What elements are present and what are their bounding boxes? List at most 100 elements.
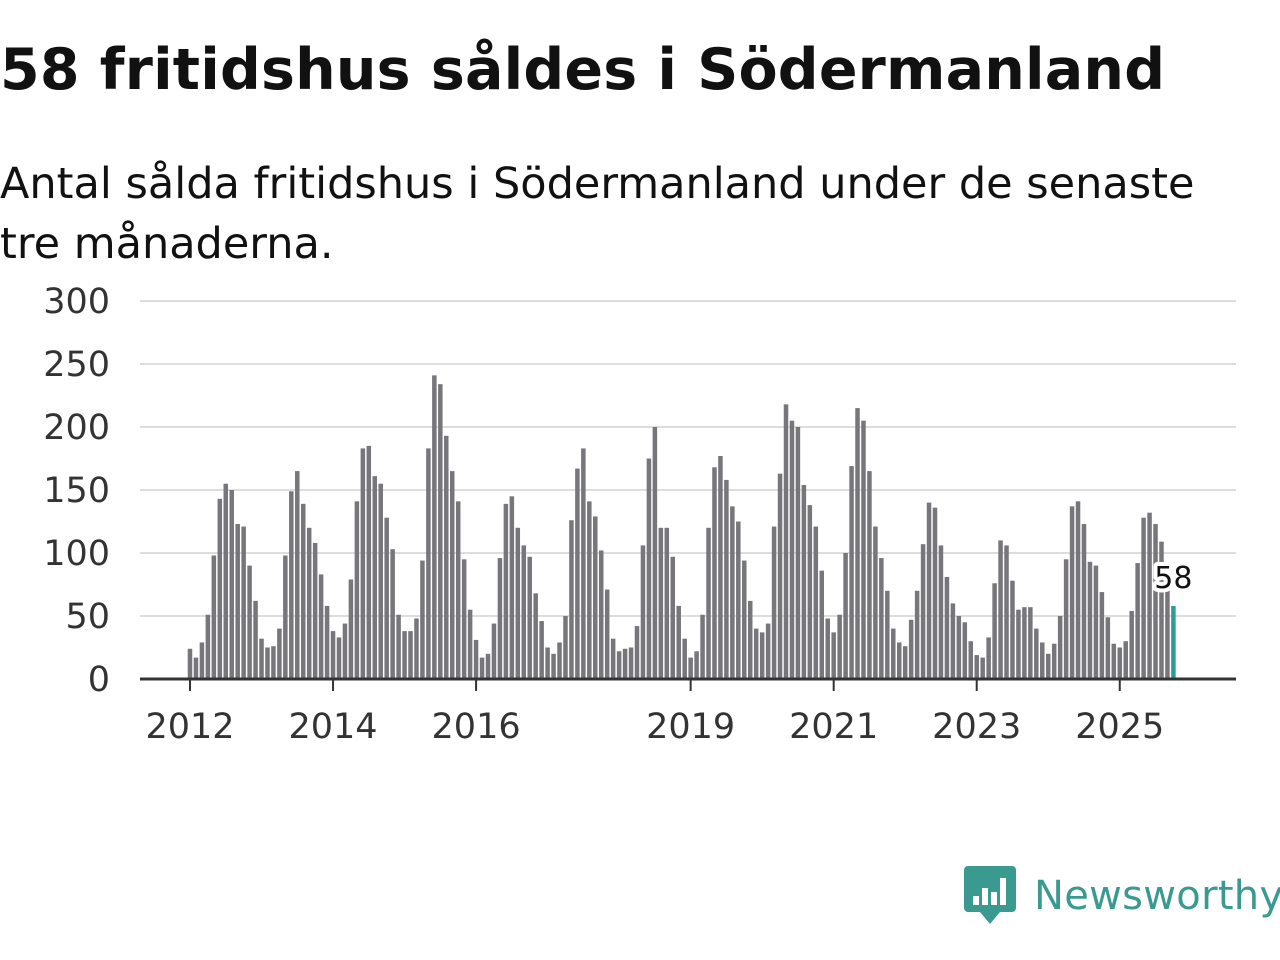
bar [414,618,419,679]
x-axis-ticks: 2012 2014 2016 2019 2021 2023 2025 [145,679,1164,747]
bar [1028,607,1033,679]
bar [330,631,336,679]
bar [789,420,795,679]
bar [932,507,938,679]
bar [283,555,288,679]
bar [795,427,801,679]
bar [896,642,902,679]
bar [1087,561,1093,679]
bar [473,639,479,679]
bar [247,565,252,679]
bar [348,579,354,679]
bar [908,619,914,679]
bar [1057,616,1063,679]
bar [420,560,425,679]
bar [193,657,199,679]
bar [1129,610,1134,679]
bar [992,583,997,679]
bar [491,623,497,679]
bar [700,614,705,679]
bar [879,558,884,679]
bar [1165,580,1170,679]
bar [867,471,872,679]
bar [831,632,836,679]
bar [241,526,246,679]
x-tick-label: 2021 [789,707,878,747]
bar [974,655,979,679]
bar [944,576,950,679]
bar [682,638,687,679]
bar [408,631,413,679]
bar [676,605,681,679]
bar [706,527,711,679]
bar [1016,609,1021,679]
bar [825,618,830,679]
newsworthy-logo-icon [964,866,1016,924]
bar [646,458,652,679]
bar [688,657,693,679]
bar [342,623,348,679]
bar [378,483,383,679]
bar [604,589,610,679]
bar [807,505,813,679]
bar [718,455,723,679]
bar [467,609,473,679]
bar [1075,501,1081,679]
bar [539,621,544,679]
bar [956,616,962,679]
x-tick-label: 2016 [432,707,521,747]
bar [438,384,443,679]
bar [652,427,658,679]
bar [306,527,312,679]
bar [479,657,485,679]
bar [861,420,866,679]
bar [569,520,574,679]
bar [563,616,568,679]
bar [1069,506,1075,679]
bar [1123,641,1128,679]
bar [1034,628,1039,679]
bar [366,445,372,679]
bar [694,651,699,679]
bar [1111,643,1117,679]
bar [1022,607,1027,679]
bar [1159,541,1164,679]
bar [295,471,300,679]
bar [509,496,515,679]
bar [300,503,306,679]
bar [265,647,270,679]
bar [402,631,407,679]
bar [444,435,449,679]
bar [902,646,908,679]
bar [801,484,807,679]
bar [962,622,968,679]
chart-subtitle: Antal sålda fritidshus i Södermanland un… [0,159,1195,269]
y-tick-label: 300 [43,282,110,322]
bar [449,471,455,679]
bar [551,653,556,679]
chart-title: 58 fritidshus såldes i Södermanland [0,37,1166,103]
bar [1051,643,1057,679]
annotations: 58 [1150,557,1196,600]
bar [771,526,777,679]
bar [515,527,521,679]
bar [855,408,860,679]
bar [736,521,741,679]
bar [634,626,640,679]
bar [593,516,598,679]
bar [598,550,604,679]
bar [521,545,527,679]
y-axis-ticks: 0 50 100 150 200 250 300 [43,282,110,700]
bar [1153,524,1158,679]
bar [587,501,592,679]
bar [640,545,646,679]
bar [1063,559,1069,679]
x-tick-label: 2012 [145,707,234,747]
x-tick-label: 2014 [289,707,378,747]
bar [712,467,717,679]
bar [461,559,467,679]
bar [432,375,437,679]
bar [1040,642,1045,679]
bar [575,468,580,679]
x-tick-label: 2019 [646,707,735,747]
